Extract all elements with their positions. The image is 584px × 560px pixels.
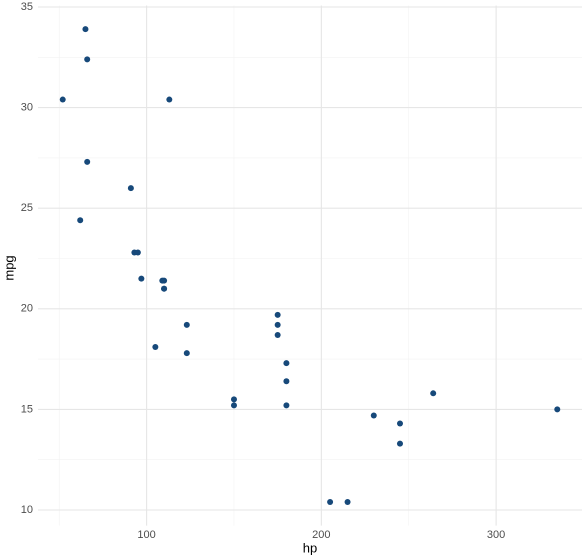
point	[84, 56, 91, 63]
point	[166, 96, 173, 103]
y-tick-label: 25	[21, 202, 33, 214]
point	[230, 402, 237, 409]
point	[138, 275, 145, 282]
point	[230, 396, 237, 403]
y-tick-label: 20	[21, 303, 33, 315]
x-axis-title: hp	[303, 540, 317, 555]
y-axis-title: mpg	[1, 255, 16, 280]
point	[159, 277, 166, 284]
y-tick-label: 35	[21, 1, 33, 13]
point	[127, 185, 134, 192]
point	[134, 249, 141, 256]
point	[161, 285, 168, 292]
point	[274, 321, 281, 328]
point	[274, 311, 281, 318]
point	[77, 217, 84, 224]
point	[283, 402, 290, 409]
point	[327, 498, 334, 505]
x-tick-label: 300	[487, 529, 505, 541]
x-tick-label: 100	[137, 529, 155, 541]
point	[183, 350, 190, 357]
point	[430, 390, 437, 397]
point	[152, 344, 159, 351]
point	[183, 321, 190, 328]
point	[274, 331, 281, 338]
x-tick-label: 200	[312, 529, 330, 541]
point	[396, 420, 403, 427]
point	[82, 26, 89, 33]
point	[396, 440, 403, 447]
point	[84, 158, 91, 165]
point	[554, 406, 561, 413]
point	[283, 378, 290, 385]
point	[283, 360, 290, 367]
y-tick-label: 15	[21, 403, 33, 415]
point	[59, 96, 66, 103]
y-tick-label: 10	[21, 504, 33, 516]
point	[370, 412, 377, 419]
y-tick-label: 30	[21, 102, 33, 114]
point	[344, 498, 351, 505]
